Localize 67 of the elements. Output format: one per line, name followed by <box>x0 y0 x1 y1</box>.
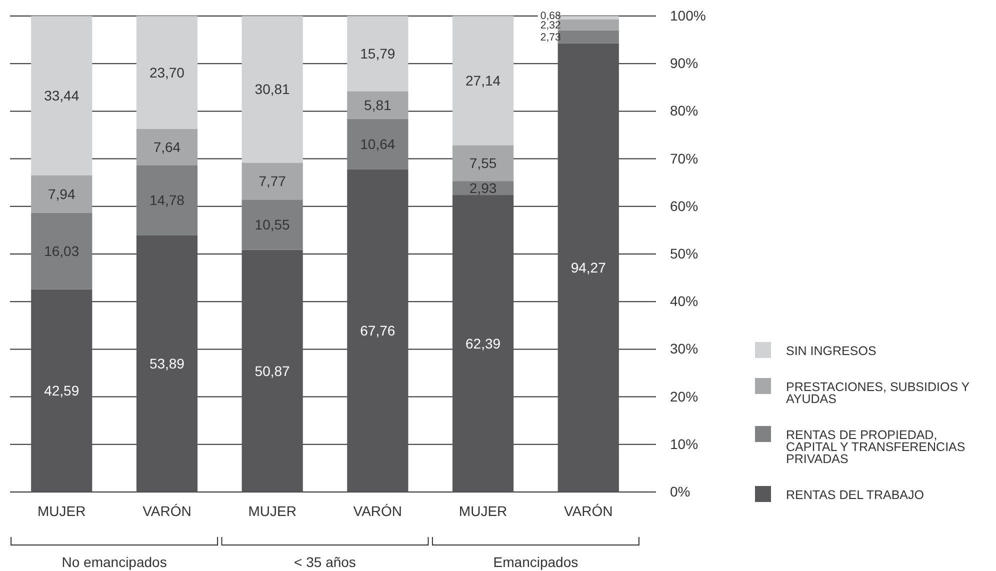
bar <box>452 145 514 182</box>
y-tick-label: 30% <box>670 340 698 357</box>
bar <box>31 212 92 290</box>
y-tick-label: 0% <box>670 483 690 500</box>
bar <box>452 195 514 492</box>
legend-label: RENTAS DE PROPIEDAD, CAPITAL Y TRANSFERENCIAS PRIVADAS <box>786 428 966 466</box>
data-label: 42,59 <box>44 382 80 399</box>
y-tick-label: 60% <box>670 198 698 214</box>
bar <box>136 235 198 492</box>
y-tick-label: 70% <box>670 150 698 166</box>
text: < 35 años <box>294 554 356 570</box>
data-label: 33,44 <box>44 87 80 104</box>
data-label: 7,64 <box>153 138 181 155</box>
x-tick-label: VARÓN <box>564 502 613 519</box>
data-label: 2,32 <box>540 19 561 32</box>
y-tick-label: 20% <box>670 388 698 404</box>
data-label: 23,70 <box>149 64 185 80</box>
text: Emancipados <box>493 554 578 570</box>
data-label: 7,77 <box>258 173 286 190</box>
data-label: 94,27 <box>570 260 606 276</box>
bar <box>347 118 408 170</box>
y-tick-label: 90% <box>670 55 698 72</box>
legend-label: PRESTACIONES, SUBSIDIOS Y AYUDAS <box>786 380 970 406</box>
text: No emancipados <box>62 554 167 570</box>
bar <box>31 289 92 492</box>
data-label: 27,14 <box>466 72 501 88</box>
bar <box>242 16 303 163</box>
bar <box>347 169 408 492</box>
data-label: 10,55 <box>254 216 290 233</box>
bar <box>558 43 619 492</box>
y-tick-label: 40% <box>670 293 698 310</box>
bar <box>136 165 198 236</box>
bar <box>31 175 92 213</box>
data-label: 10,64 <box>360 136 396 152</box>
x-tick-label: MUJER <box>38 502 86 519</box>
legend-label: RENTAS DEL TRABAJO <box>786 488 924 502</box>
data-label: 7,55 <box>469 155 497 172</box>
bar <box>136 128 198 166</box>
data-label: 15,79 <box>360 45 396 62</box>
bar <box>136 16 198 129</box>
x-tick-label: MUJER <box>458 502 508 519</box>
x-tick-label: MUJER <box>248 502 296 519</box>
data-label: 67,76 <box>360 322 396 339</box>
data-label: 53,89 <box>149 356 185 372</box>
bar <box>347 16 408 92</box>
bar <box>347 91 408 119</box>
data-label: 0,68 <box>540 10 561 22</box>
y-tick-label: 50% <box>670 245 698 262</box>
bar <box>452 16 514 146</box>
bar <box>242 162 303 200</box>
data-label: 7,94 <box>48 186 76 202</box>
data-label: 14,78 <box>149 192 185 208</box>
y-tick-label: 80% <box>670 102 698 119</box>
data-label: 62,39 <box>466 335 501 352</box>
data-label: 50,87 <box>254 362 290 379</box>
x-tick-label: VARÓN <box>353 502 402 519</box>
bar <box>31 16 92 176</box>
data-label: 5,81 <box>364 96 392 113</box>
data-label: 30,81 <box>254 81 290 98</box>
x-tick-label: VARÓN <box>142 502 192 519</box>
legend-label: SIN INGRESOS <box>786 344 876 358</box>
y-tick-label: 10% <box>670 436 698 452</box>
bar <box>242 250 303 492</box>
data-label: 16,03 <box>44 243 80 260</box>
y-tick-label: 100% <box>670 7 706 24</box>
data-label: 2,93 <box>469 180 497 196</box>
bar <box>242 200 303 250</box>
